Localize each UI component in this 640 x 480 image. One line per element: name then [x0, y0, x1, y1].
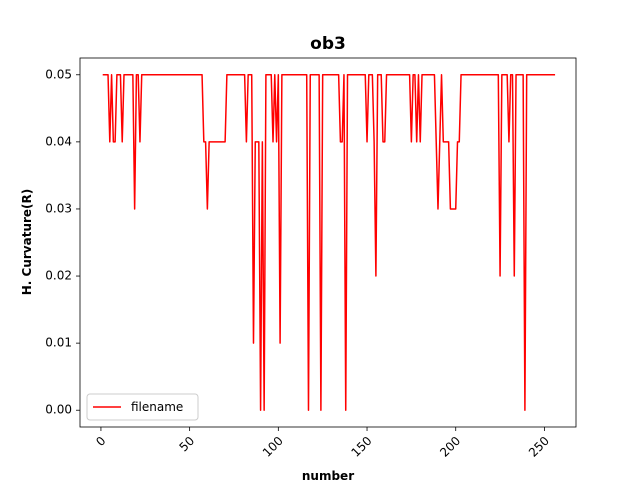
legend: filename: [86, 393, 199, 421]
legend-label: filename: [131, 400, 183, 414]
y-tick-label: 0.04: [45, 134, 72, 148]
y-tick-label: 0.01: [45, 336, 72, 350]
x-axis-label: number: [302, 469, 354, 480]
y-tick-label: 0.05: [45, 67, 72, 81]
y-tick-label: 0.03: [45, 201, 72, 215]
legend-box: [86, 393, 199, 421]
axes-frame: [79, 57, 577, 428]
y-tick-label: 0.00: [45, 403, 72, 417]
series-line-filename: [102, 74, 556, 411]
y-tick-label: 0.02: [45, 269, 72, 283]
y-axis: 0.00 0.01 0.02 0.03 0.04 0.05: [45, 67, 80, 417]
y-axis-label: H. Curvature(R): [20, 189, 34, 296]
plot-area: [79, 57, 577, 428]
chart-title: ob3: [310, 34, 346, 54]
